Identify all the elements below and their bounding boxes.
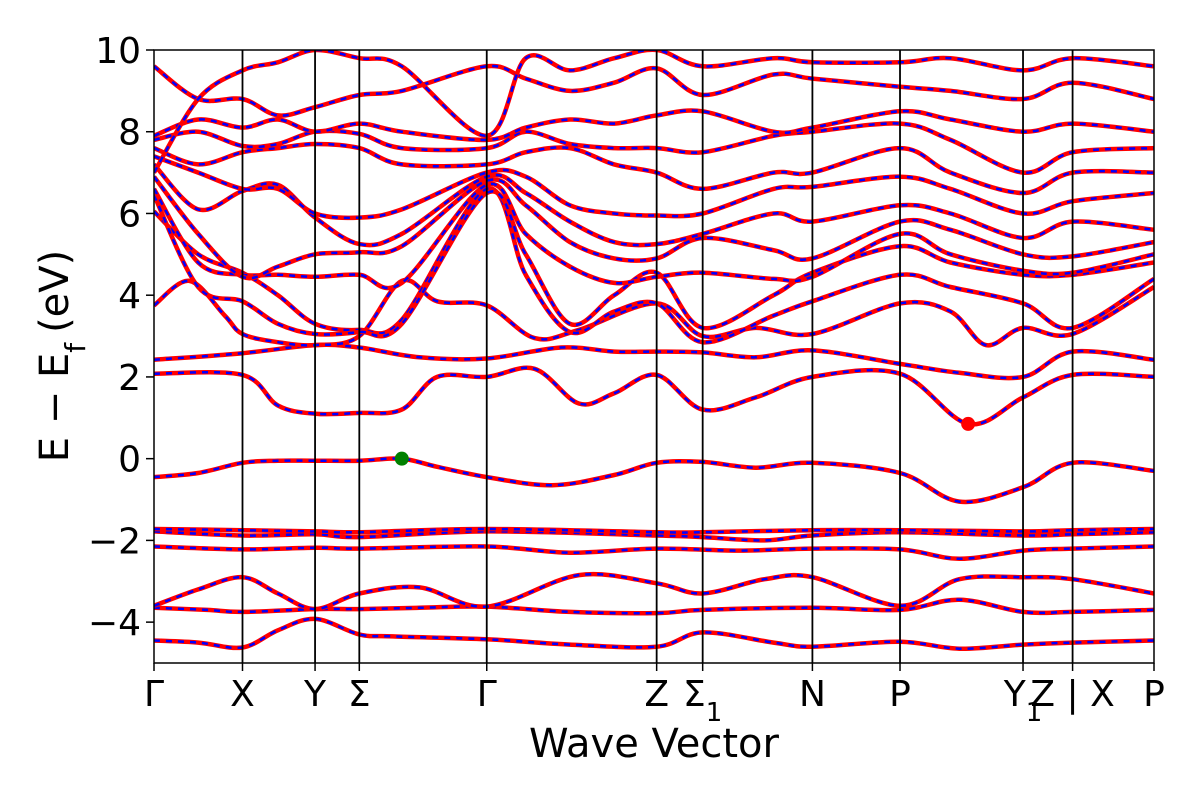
extremum-marker-0 xyxy=(394,451,409,466)
band-dashed-line-13 xyxy=(154,175,1154,280)
band-dashed-line-15 xyxy=(154,155,1154,220)
band-line-3 xyxy=(154,544,1154,562)
x-tick-label-7: N xyxy=(799,674,826,715)
x-axis-title: Wave Vector xyxy=(529,721,780,767)
x-tick-label-8: P xyxy=(889,674,911,715)
x-tick-label-5: Z xyxy=(644,674,669,715)
band-dashed-line-20 xyxy=(154,50,1154,174)
band-dashed-line-7 xyxy=(154,366,1154,426)
band-dashed-line-18 xyxy=(154,109,1154,142)
high-symmetry-lines xyxy=(241,50,1074,663)
x-tick-label-10: Z | X xyxy=(1030,674,1114,715)
y-axis-title-sub: f xyxy=(59,342,92,353)
band-dashed-line-6 xyxy=(154,457,1154,504)
x-tick-label-11: P xyxy=(1143,674,1165,715)
y-axis: −4 −2 0 2 4 6 8 10 xyxy=(88,31,154,644)
x-tick-label-0: Γ xyxy=(144,674,164,715)
x-tick-label-3: Σ xyxy=(348,674,371,715)
y-axis-title-group: E − Ef (eV) xyxy=(32,250,92,463)
y-tick-label-0: −4 xyxy=(88,603,141,644)
band-dashed-line-17 xyxy=(154,122,1154,174)
y-tick-label-3: 2 xyxy=(118,358,141,399)
band-dashed-line-12 xyxy=(154,182,1154,290)
plot-frame xyxy=(153,49,1155,664)
markers-layer xyxy=(394,416,976,466)
y-axis-title-main: E − E xyxy=(32,353,78,463)
y-tick-label-7: 10 xyxy=(95,31,141,72)
x-tick-label-6: Σ1 xyxy=(683,674,722,728)
x-axis: Γ X Y Σ Γ Z Σ1 N P Y1Z | X P xyxy=(144,663,1165,728)
y-tick-label-4: 4 xyxy=(118,276,141,317)
y-tick-label-1: −2 xyxy=(88,521,141,562)
y-tick-label-6: 8 xyxy=(118,113,141,154)
band-line-19 xyxy=(154,63,1154,118)
band-line-9 xyxy=(154,277,1154,348)
band-dashed-line-11 xyxy=(154,190,1154,338)
band-line-6 xyxy=(154,456,1154,505)
band-dashed-line-14 xyxy=(154,163,1154,247)
x-tick-label-1: X xyxy=(230,674,255,715)
y-tick-label-2: 0 xyxy=(118,440,141,481)
band-dashed-line-2 xyxy=(154,572,1154,611)
x-tick-label-4: Γ xyxy=(477,674,497,715)
y-axis-title: E − Ef (eV) xyxy=(32,250,92,463)
band-dashed-line-1 xyxy=(154,598,1154,615)
x-tick-label-9: Y1 xyxy=(1003,674,1043,728)
band-dashed-line-19 xyxy=(154,64,1154,117)
extremum-marker-1 xyxy=(961,416,976,431)
band-line-16 xyxy=(154,141,1154,196)
y-axis-title-unit: (eV) xyxy=(32,250,78,333)
x-tick-label-2: Y xyxy=(303,674,327,715)
y-tick-label-5: 6 xyxy=(118,194,141,235)
bands-layer xyxy=(154,50,1154,651)
band-line-0 xyxy=(154,616,1154,651)
band-line-2 xyxy=(154,571,1154,612)
band-dashed-line-10 xyxy=(154,187,1154,344)
